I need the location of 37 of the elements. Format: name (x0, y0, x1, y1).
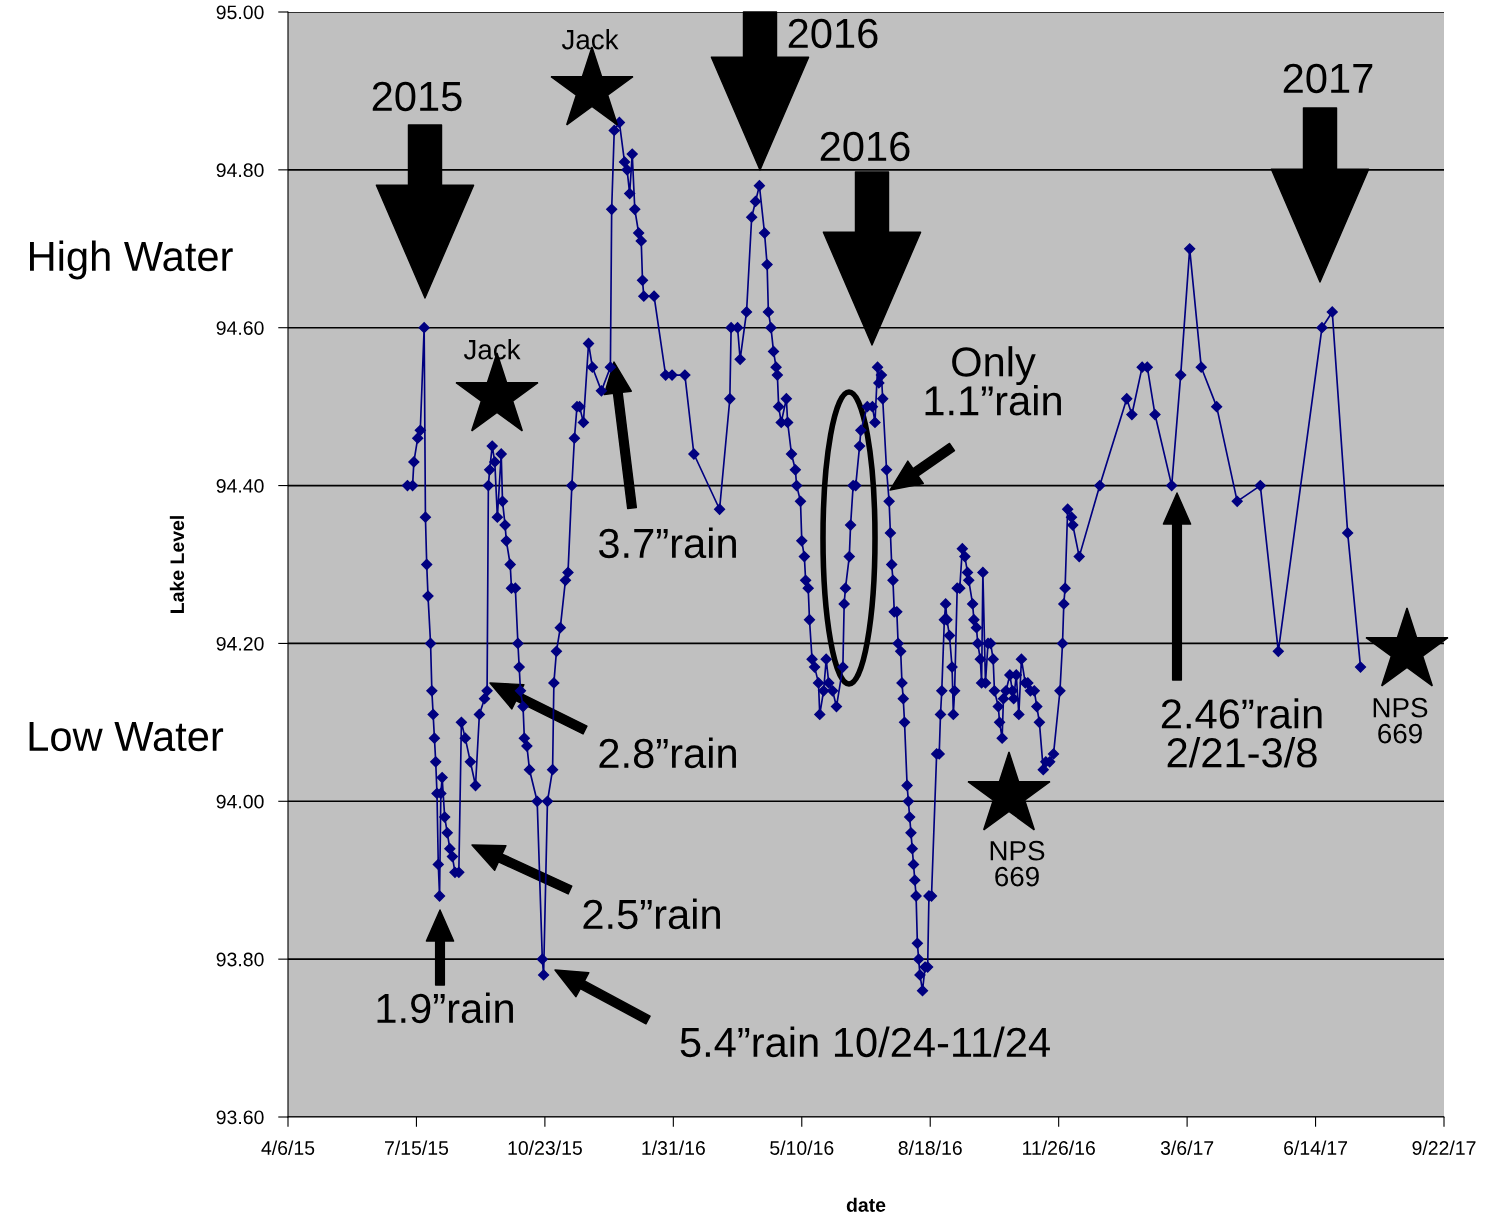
y-tick-label: 93.60 (216, 1110, 264, 1125)
y-tick-label: 94.80 (216, 163, 264, 178)
x-tick-label: 8/18/16 (898, 1140, 962, 1155)
annotation: 2016 (820, 131, 910, 162)
annotation: 2015 (372, 81, 462, 112)
x-tick-label: 6/14/17 (1284, 1140, 1348, 1155)
annotation: Jack (463, 339, 521, 360)
y-tick-label: 94.40 (216, 479, 264, 493)
x-tick-label: 9/22/17 (1412, 1140, 1476, 1155)
x-tick-label: 10/23/15 (508, 1140, 582, 1155)
x-tick-label: 3/6/17 (1160, 1140, 1214, 1155)
y-tick-label: 94.00 (216, 794, 264, 809)
annotation: Jack (561, 29, 619, 50)
x-tick-label: 1/31/16 (642, 1140, 705, 1155)
annotation: NPS 669 (990, 840, 1045, 887)
annotation: 2.46”rain 2/21-3/8 (1161, 698, 1322, 768)
annotation: 3.7”rain (598, 527, 736, 559)
text: Low Water (29, 722, 224, 752)
text: High Water (30, 240, 233, 280)
x-axis-title: date (846, 1197, 886, 1212)
x-tick-label: 4/6/15 (261, 1140, 315, 1155)
y-axis-title: Lake Level (169, 516, 185, 613)
x-tick-label: 5/10/16 (770, 1140, 834, 1155)
annotation: 2.5”rain (583, 898, 720, 930)
x-tick-label: 7/15/15 (385, 1140, 449, 1155)
annotation: 2016 (788, 18, 878, 49)
annotation: 2.8”rain (599, 737, 736, 769)
y-tick-label: 95.00 (216, 5, 264, 20)
annotation: 1.9”rain (377, 992, 513, 1024)
annotation: NPS 669 (1373, 697, 1428, 744)
annotation: Only 1.1”rain (925, 346, 1061, 416)
annotation: 5.4”rain 10/24-11/24 (680, 1026, 1050, 1058)
y-tick-label: 93.80 (216, 952, 264, 967)
y-tick-label: 94.20 (216, 636, 264, 651)
annotation: 2017 (1283, 63, 1373, 94)
y-tick-label: 94.60 (216, 321, 264, 335)
x-tick-label: 11/26/16 (1023, 1140, 1095, 1155)
